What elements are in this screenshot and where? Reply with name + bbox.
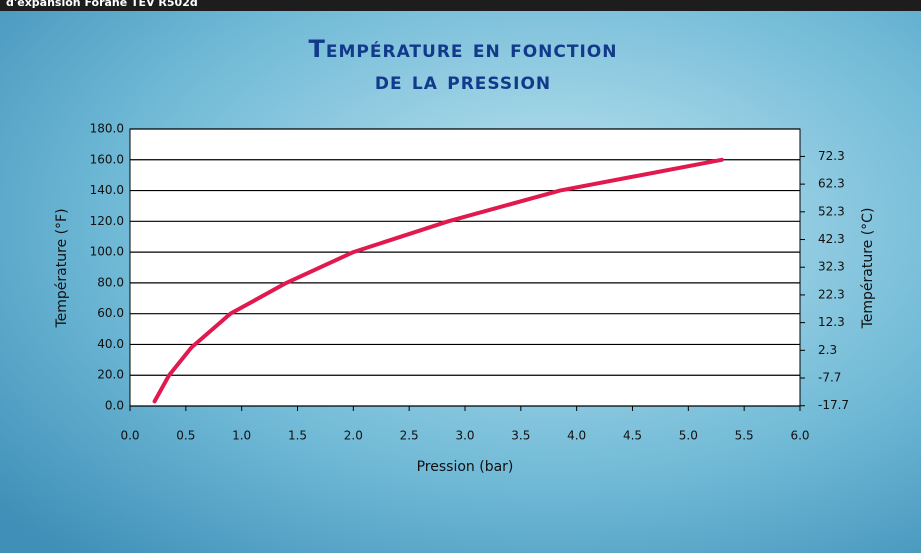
x-tick-label: 4.5 [623,429,642,443]
y-tick-label: 60.0 [97,306,124,320]
x-tick-label: 2.0 [344,429,363,443]
x-tick-label: 1.5 [288,429,307,443]
x-tick-label: 2.5 [400,429,419,443]
y2-tick-label: 12.3 [818,315,845,329]
x-tick-label: 4.0 [567,429,586,443]
y2-tick-label: -7.7 [818,371,841,385]
x-tick-label: 1.0 [232,429,251,443]
x-tick-label: 3.5 [511,429,530,443]
y2-tick-label: 62.3 [818,177,845,191]
y2-axis-label: Température (°C) [860,208,876,330]
y-tick-label: 40.0 [97,337,124,351]
x-tick-label: 3.0 [455,429,474,443]
y2-tick-label: 72.3 [818,149,845,163]
y-axis-label: Température (°F) [54,208,70,328]
chart-title: de la pression [375,67,551,95]
x-tick-label: 5.5 [735,429,754,443]
chart-title: Température en fonction [309,35,618,63]
y-tick-label: 100.0 [90,245,124,259]
header-bar [0,0,921,11]
y2-tick-label: -17.7 [818,398,849,412]
y2-tick-label: 52.3 [818,204,845,218]
x-axis-label: Pression (bar) [417,459,514,475]
y-tick-label: 20.0 [97,368,124,382]
y2-tick-label: 32.3 [818,260,845,274]
y2-tick-label: 2.3 [818,343,837,357]
x-tick-label: 5.0 [679,429,698,443]
y-tick-label: 120.0 [90,214,124,228]
y-tick-label: 160.0 [90,152,124,166]
y2-tick-label: 42.3 [818,232,845,246]
y-tick-label: 140.0 [90,183,124,197]
y-tick-label: 0.0 [105,399,124,413]
x-tick-label: 0.0 [120,429,139,443]
data-line [152,157,724,404]
plot-area [129,128,801,407]
y2-tick-label: 22.3 [818,287,845,301]
x-tick-label: 0.5 [176,429,195,443]
y-tick-label: 180.0 [90,122,124,136]
x-tick-label: 6.0 [790,429,809,443]
y-tick-label: 80.0 [97,275,124,289]
header-text: d'expansion Forane TEV R502d [6,0,198,9]
